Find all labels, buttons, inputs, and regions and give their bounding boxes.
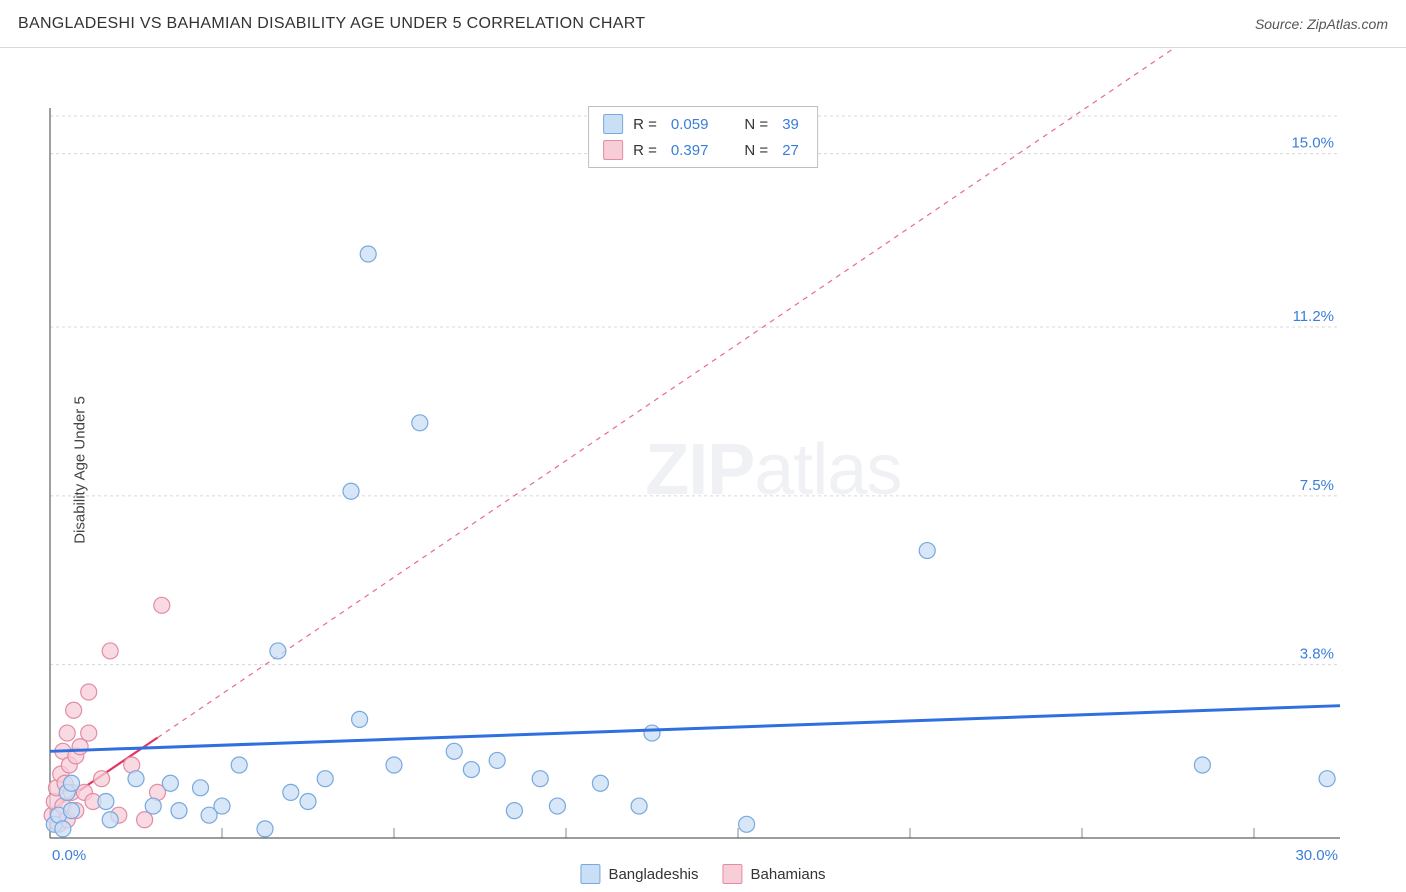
n-value-bangladeshis: 39: [782, 116, 799, 133]
y-tick-label: 7.5%: [1300, 477, 1334, 494]
data-point: [128, 771, 144, 787]
data-point: [154, 597, 170, 613]
x-max-label: 30.0%: [1295, 847, 1338, 864]
data-point: [257, 821, 273, 837]
data-point: [94, 771, 110, 787]
correlation-legend: R = 0.059 N = 39 R = 0.397 N = 27: [588, 106, 818, 168]
data-point: [506, 803, 522, 819]
regression-line: [50, 706, 1340, 752]
y-axis-label: Disability Age Under 5: [71, 396, 88, 544]
r-value-bahamians: 0.397: [671, 142, 709, 159]
data-point: [343, 483, 359, 499]
data-point: [270, 643, 286, 659]
n-value-bahamians: 27: [782, 142, 799, 159]
data-point: [300, 794, 316, 810]
n-prefix: N =: [744, 116, 768, 133]
corr-row-bangladeshis: R = 0.059 N = 39: [589, 111, 817, 137]
data-point: [549, 798, 565, 814]
data-point: [739, 816, 755, 832]
data-point: [102, 812, 118, 828]
legend-label-bangladeshis: Bangladeshis: [608, 866, 698, 883]
series-legend: Bangladeshis Bahamians: [580, 864, 825, 884]
r-value-bangladeshis: 0.059: [671, 116, 709, 133]
swatch-bangladeshis: [603, 114, 623, 134]
data-point: [98, 794, 114, 810]
data-point: [317, 771, 333, 787]
data-point: [72, 739, 88, 755]
data-point: [283, 784, 299, 800]
data-point: [1319, 771, 1335, 787]
y-tick-label: 3.8%: [1300, 646, 1334, 663]
data-point: [1194, 757, 1210, 773]
data-point: [81, 725, 97, 741]
r-prefix: R =: [633, 116, 657, 133]
data-point: [102, 643, 118, 659]
r-prefix-2: R =: [633, 142, 657, 159]
chart-header: BANGLADESHI VS BAHAMIAN DISABILITY AGE U…: [0, 0, 1406, 48]
n-prefix-2: N =: [744, 142, 768, 159]
legend-label-bahamians: Bahamians: [751, 866, 826, 883]
data-point: [145, 798, 161, 814]
data-point: [64, 775, 80, 791]
chart-svg: 3.8% 7.5% 11.2% 15.0% 0.0% 30.0%: [0, 48, 1406, 892]
chart-title: BANGLADESHI VS BAHAMIAN DISABILITY AGE U…: [18, 15, 645, 33]
data-point: [162, 775, 178, 791]
data-point: [214, 798, 230, 814]
y-tick-label: 15.0%: [1291, 135, 1334, 152]
data-point: [592, 775, 608, 791]
data-point: [352, 711, 368, 727]
chart-area: Disability Age Under 5 ZIPatlas 3.8%7.5%…: [0, 48, 1406, 892]
data-point: [644, 725, 660, 741]
source-name: ZipAtlas.com: [1307, 16, 1388, 32]
legend-swatch-bangladeshis: [580, 864, 600, 884]
data-point: [386, 757, 402, 773]
corr-row-bahamians: R = 0.397 N = 27: [589, 137, 817, 163]
y-tick-label: 11.2%: [1293, 308, 1334, 325]
legend-item-bahamians: Bahamians: [723, 864, 826, 884]
data-point: [59, 725, 75, 741]
data-point: [66, 702, 82, 718]
data-point: [81, 684, 97, 700]
data-point: [193, 780, 209, 796]
source-prefix: Source:: [1255, 16, 1307, 32]
data-point: [412, 415, 428, 431]
data-point: [171, 803, 187, 819]
data-point: [231, 757, 247, 773]
source-attribution: Source: ZipAtlas.com: [1255, 16, 1388, 32]
data-point: [919, 543, 935, 559]
x-min-label: 0.0%: [52, 847, 86, 864]
data-point: [446, 743, 462, 759]
data-point: [137, 812, 153, 828]
legend-swatch-bahamians: [723, 864, 743, 884]
data-point: [532, 771, 548, 787]
data-point: [463, 762, 479, 778]
data-point: [64, 803, 80, 819]
data-point: [55, 821, 71, 837]
data-point: [360, 246, 376, 262]
swatch-bahamians: [603, 140, 623, 160]
legend-item-bangladeshis: Bangladeshis: [580, 864, 698, 884]
data-point: [489, 752, 505, 768]
data-point: [631, 798, 647, 814]
